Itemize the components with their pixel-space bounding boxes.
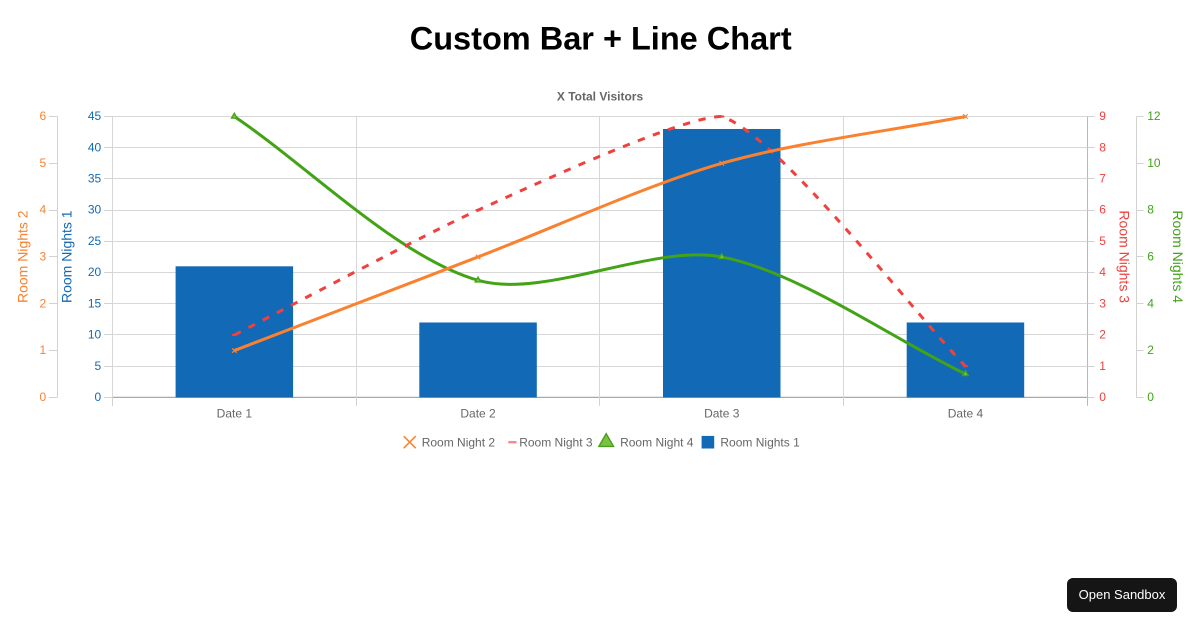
svg-text:2: 2 <box>40 296 47 310</box>
svg-text:3: 3 <box>40 250 47 264</box>
svg-text:X Total Visitors: X Total Visitors <box>557 90 644 104</box>
svg-text:4: 4 <box>40 203 47 217</box>
svg-text:35: 35 <box>88 172 102 186</box>
svg-text:30: 30 <box>88 203 102 217</box>
svg-text:Room Night 4: Room Night 4 <box>620 435 694 449</box>
svg-text:0: 0 <box>1147 390 1154 404</box>
svg-text:10: 10 <box>88 328 102 342</box>
svg-text:Date 3: Date 3 <box>704 407 740 421</box>
svg-text:10: 10 <box>1147 156 1161 170</box>
svg-text:20: 20 <box>88 265 102 279</box>
svg-text:4: 4 <box>1147 296 1154 310</box>
svg-text:Room Nights 2: Room Nights 2 <box>15 210 31 303</box>
svg-text:Date 4: Date 4 <box>948 407 984 421</box>
svg-text:7: 7 <box>1099 172 1106 186</box>
svg-text:Room Nights 4: Room Nights 4 <box>1170 210 1186 303</box>
svg-text:0: 0 <box>95 390 102 404</box>
svg-text:Date 2: Date 2 <box>460 407 496 421</box>
svg-text:2: 2 <box>1147 343 1154 357</box>
svg-text:5: 5 <box>40 156 47 170</box>
svg-text:1: 1 <box>1099 359 1106 373</box>
svg-text:15: 15 <box>88 296 102 310</box>
svg-text:12: 12 <box>1147 109 1161 123</box>
svg-text:25: 25 <box>88 234 102 248</box>
svg-text:2: 2 <box>1099 328 1106 342</box>
svg-text:1: 1 <box>40 343 47 357</box>
svg-text:0: 0 <box>40 390 47 404</box>
svg-text:Custom Bar + Line Chart: Custom Bar + Line Chart <box>410 21 792 57</box>
svg-text:6: 6 <box>40 109 47 123</box>
svg-text:Room Nights 3: Room Nights 3 <box>1117 210 1133 303</box>
svg-text:8: 8 <box>1099 140 1106 154</box>
svg-text:Room Nights 1: Room Nights 1 <box>720 435 800 449</box>
svg-text:Date 1: Date 1 <box>217 407 253 421</box>
svg-text:4: 4 <box>1099 265 1106 279</box>
svg-text:40: 40 <box>88 140 102 154</box>
svg-text:5: 5 <box>95 359 102 373</box>
svg-text:9: 9 <box>1099 109 1106 123</box>
svg-text:Room Night 2: Room Night 2 <box>422 435 496 449</box>
svg-text:3: 3 <box>1099 296 1106 310</box>
svg-text:8: 8 <box>1147 203 1154 217</box>
svg-text:6: 6 <box>1147 250 1154 264</box>
svg-text:6: 6 <box>1099 203 1106 217</box>
svg-text:Room Night 3: Room Night 3 <box>519 435 593 449</box>
svg-text:5: 5 <box>1099 234 1106 248</box>
svg-text:45: 45 <box>88 109 102 123</box>
svg-text:Room Nights 1: Room Nights 1 <box>59 210 75 303</box>
svg-text:0: 0 <box>1099 390 1106 404</box>
